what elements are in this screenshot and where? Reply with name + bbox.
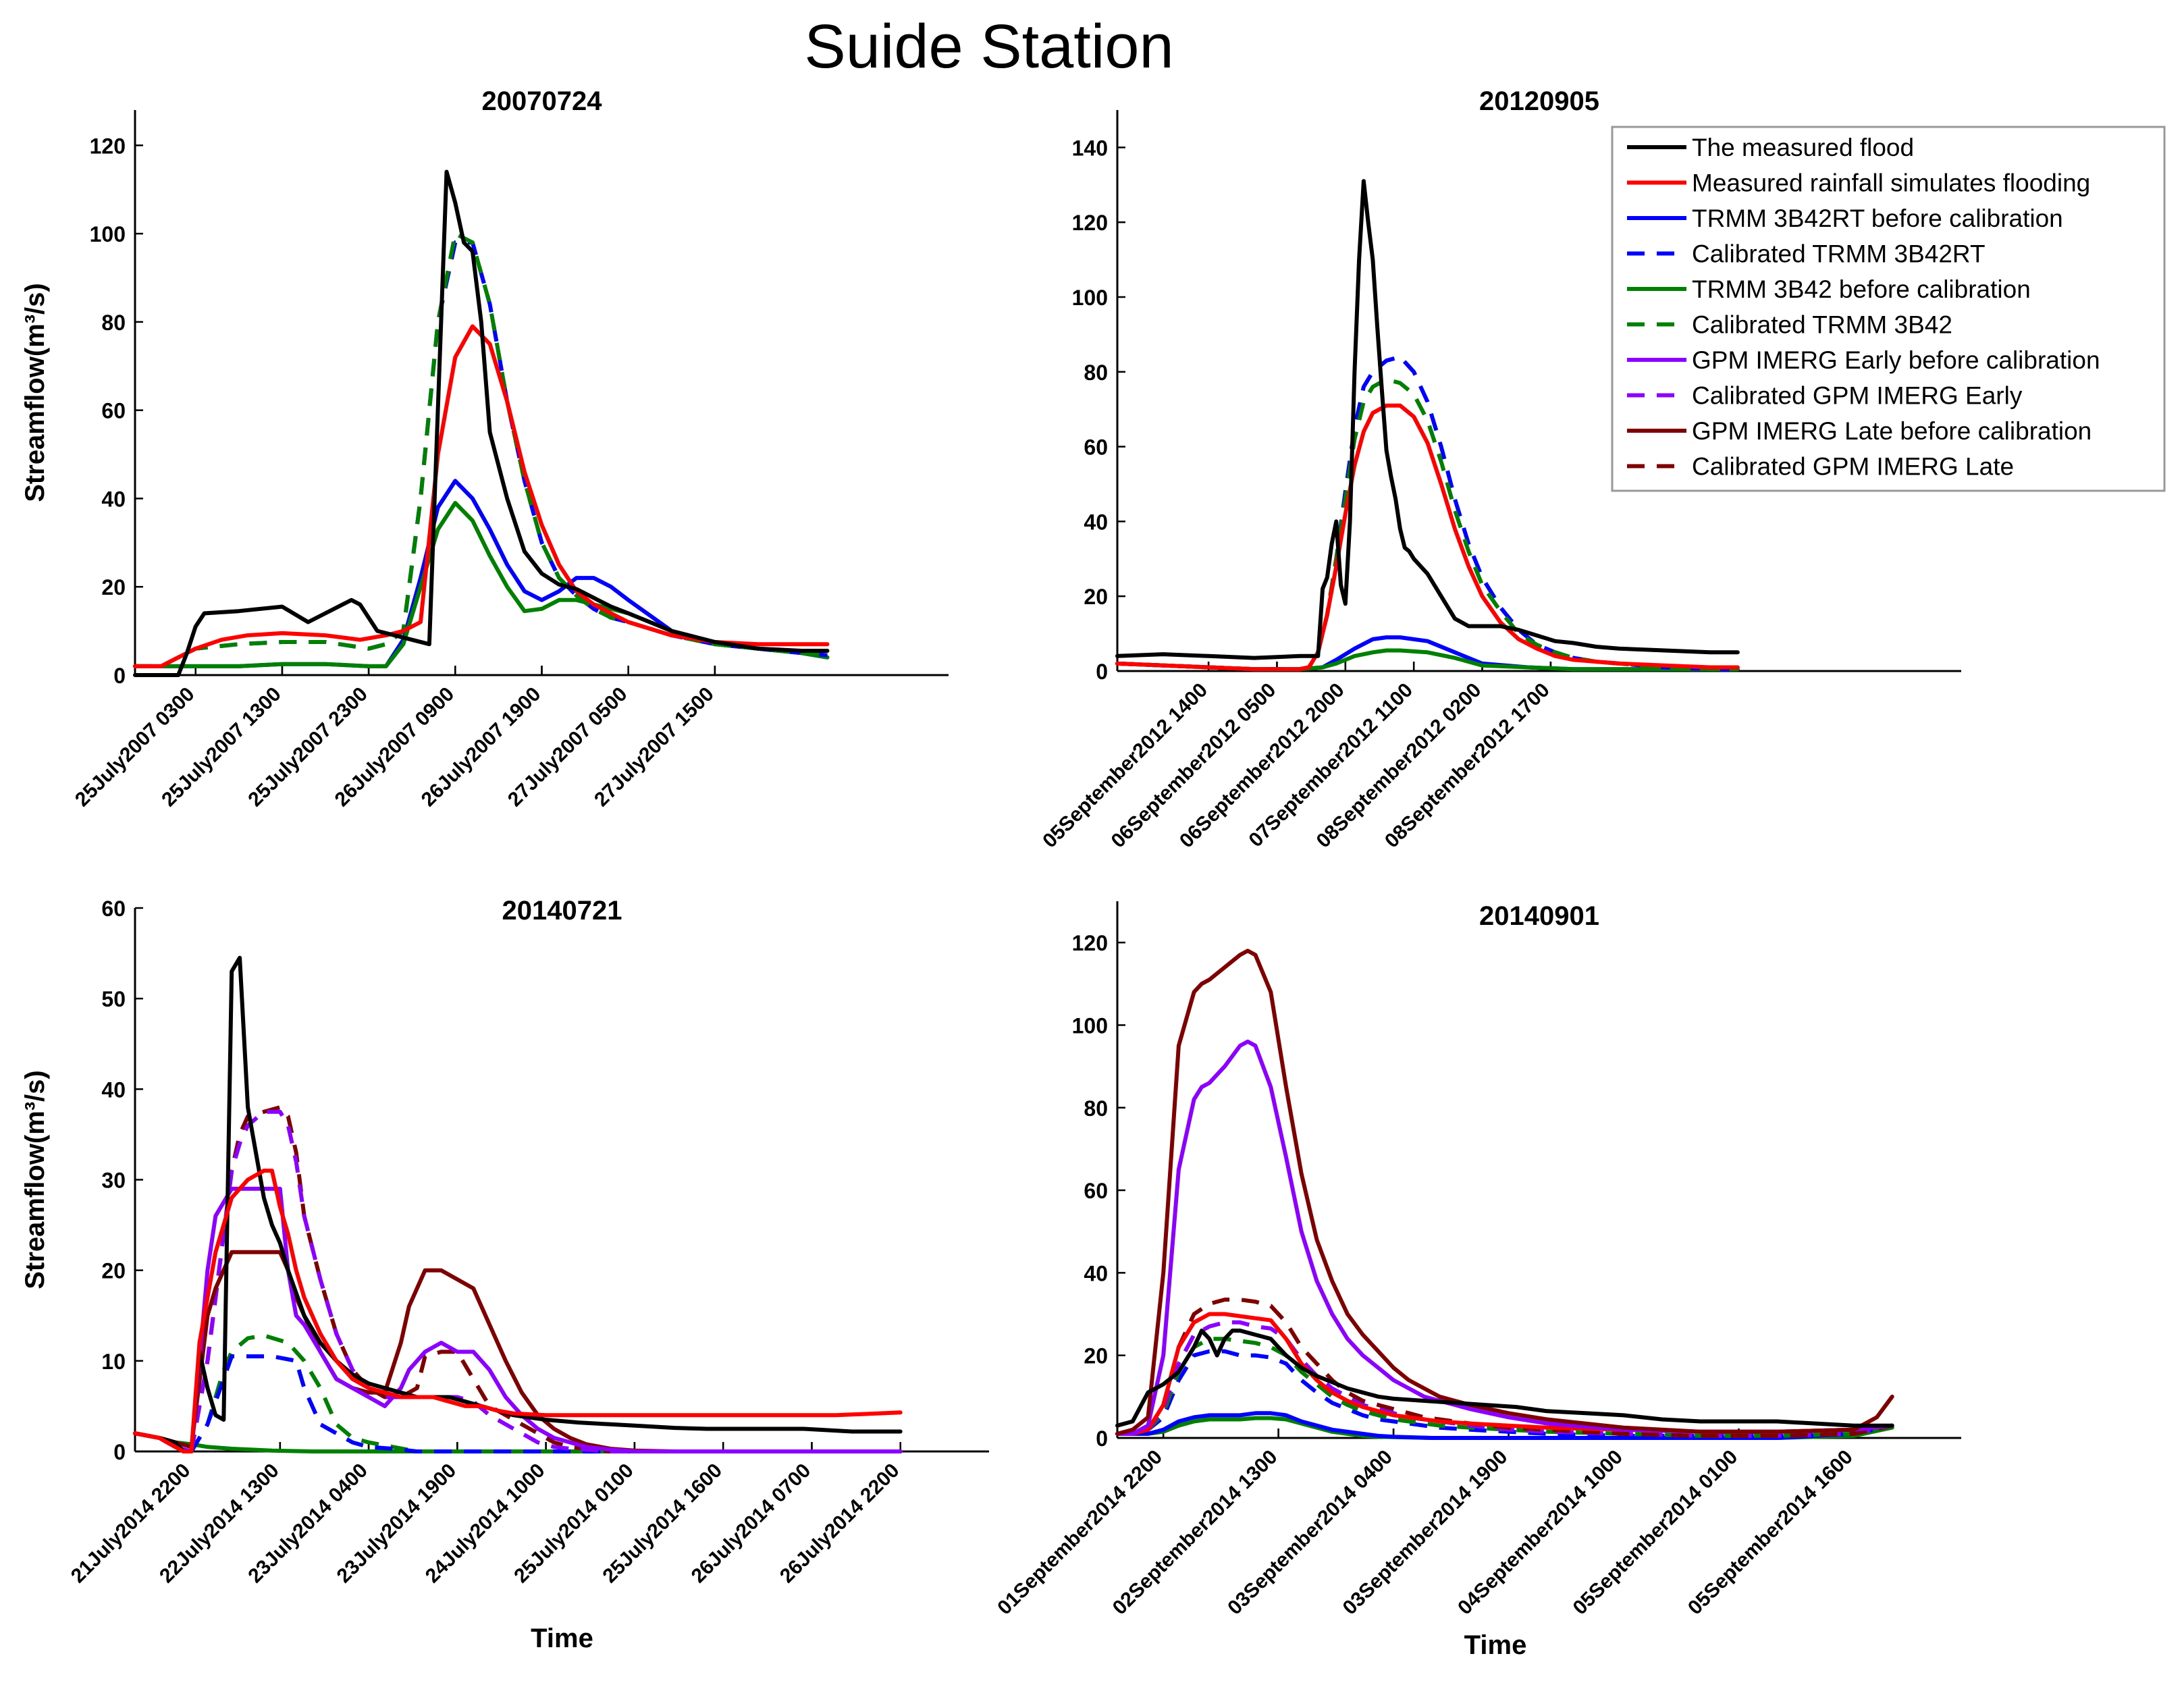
series-line (1115, 1411, 1894, 1440)
legend-item: Calibrated TRMM 3B42 (1627, 311, 1952, 339)
legend-item: Measured rainfall simulates flooding (1627, 169, 2090, 197)
y-tick-label: 0 (113, 1440, 126, 1464)
series-line (133, 1250, 903, 1453)
series-line (1115, 1329, 1894, 1428)
y-tick-label: 80 (1084, 360, 1108, 385)
series-line (1117, 377, 1738, 672)
series-line (1115, 949, 1894, 1436)
legend-label: The measured flood (1692, 134, 1914, 161)
series-line (133, 955, 903, 1453)
legend-box (1611, 126, 2166, 492)
series-line (134, 1354, 901, 1453)
y-tick-label: 0 (1096, 1426, 1108, 1451)
x-axis-label: Time (1464, 1630, 1527, 1660)
y-tick-label: 10 (101, 1350, 126, 1374)
figure-title: Suide Station (804, 12, 1173, 81)
y-axis-label: Streamflow(m³/s) (20, 1070, 50, 1289)
series-line (133, 169, 830, 677)
series-line (135, 232, 828, 668)
series-line (1115, 1312, 1894, 1436)
legend-item: GPM IMERG Early before calibration (1627, 346, 2100, 374)
legend-label: Calibrated TRMM 3B42RT (1692, 240, 1986, 268)
series-line (1117, 1298, 1893, 1438)
legend-label: Calibrated GPM IMERG Late (1692, 453, 2014, 481)
legend-label: GPM IMERG Late before calibration (1692, 417, 2092, 445)
legend-label: Calibrated GPM IMERG Early (1692, 382, 2023, 410)
y-tick-label: 30 (101, 1169, 126, 1193)
legend-item: TRMM 3B42 before calibration (1627, 275, 2031, 303)
y-tick-label: 60 (1084, 435, 1108, 460)
y-tick-label: 0 (113, 664, 126, 688)
legend-label: GPM IMERG Early before calibration (1692, 346, 2100, 374)
series-line (133, 324, 830, 668)
x-axis-label: Time (531, 1624, 593, 1653)
legend-label: Calibrated TRMM 3B42 (1692, 311, 1952, 339)
y-tick-label: 140 (1072, 136, 1108, 160)
y-tick-label: 120 (1072, 931, 1108, 955)
legend-label: TRMM 3B42 before calibration (1692, 275, 2031, 303)
legend-item: Calibrated GPM IMERG Late (1627, 453, 2014, 481)
y-tick-label: 50 (101, 987, 126, 1011)
y-tick-label: 20 (1084, 1344, 1108, 1368)
legend-label: TRMM 3B42RT before calibration (1692, 205, 2063, 232)
y-tick-label: 60 (1084, 1179, 1108, 1203)
series-line (134, 1109, 901, 1453)
y-tick-label: 80 (101, 311, 126, 335)
y-tick-label: 40 (1084, 1261, 1108, 1285)
y-tick-label: 20 (101, 1259, 126, 1283)
legend: The measured flood Measured rainfall simu… (1611, 126, 2166, 492)
y-tick-label: 60 (101, 897, 126, 921)
y-tick-label: 120 (90, 134, 126, 158)
legend-item: Calibrated GPM IMERG Early (1627, 382, 2023, 410)
series-line (133, 1186, 903, 1453)
series-line (134, 1333, 901, 1453)
series-line (1115, 179, 1740, 660)
legend-item: Calibrated TRMM 3B42RT (1627, 240, 1986, 268)
series-line (133, 1431, 903, 1453)
chart-title: 20140901 (1479, 901, 1599, 931)
y-tick-label: 120 (1072, 211, 1108, 235)
series-line (134, 1105, 901, 1453)
y-tick-label: 20 (1084, 585, 1108, 609)
legend-label: Measured rainfall simulates flooding (1692, 169, 2090, 197)
chart-title: 20120905 (1479, 86, 1599, 116)
y-axis-label: Streamflow(m³/s) (20, 283, 50, 502)
y-tick-label: 40 (1084, 510, 1108, 534)
series-line (133, 1169, 903, 1453)
series-line (1115, 1039, 1894, 1436)
y-tick-label: 40 (101, 487, 126, 511)
y-tick-label: 100 (90, 222, 126, 246)
chart-title: 20070724 (482, 86, 603, 116)
legend-item: TRMM 3B42RT before calibration (1627, 205, 2063, 232)
chart-title: 20140721 (502, 896, 622, 926)
y-tick-label: 20 (101, 575, 126, 599)
legend-item: GPM IMERG Late before calibration (1627, 417, 2092, 445)
y-tick-label: 0 (1096, 660, 1108, 684)
y-tick-label: 100 (1072, 1013, 1108, 1038)
y-tick-label: 80 (1084, 1096, 1108, 1121)
legend-item: The measured flood (1627, 134, 1914, 161)
series-line (1117, 1349, 1893, 1438)
y-tick-label: 100 (1072, 286, 1108, 310)
y-tick-label: 40 (101, 1077, 126, 1102)
y-tick-label: 60 (101, 399, 126, 423)
